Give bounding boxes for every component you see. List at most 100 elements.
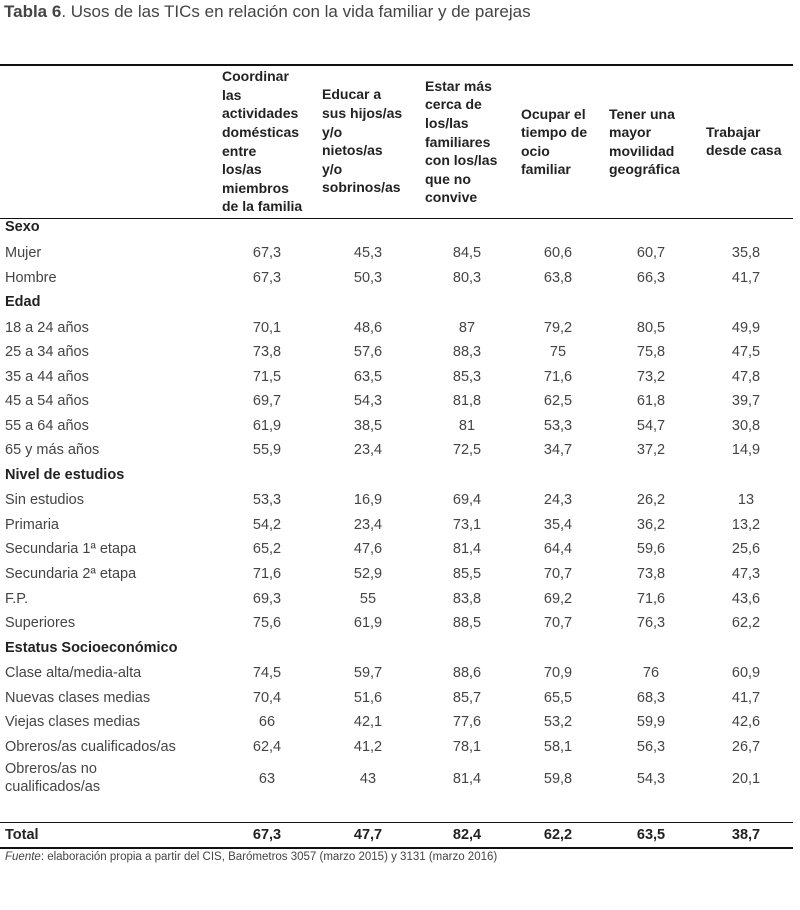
total-value: 82,4 xyxy=(452,827,482,843)
cell-value: 42,1 xyxy=(353,714,383,730)
cell-value: 61,9 xyxy=(252,418,282,434)
cell-value: 70,9 xyxy=(543,665,573,681)
table-caption-label: Tabla 6 xyxy=(4,2,62,21)
cell-value: 67,3 xyxy=(252,245,282,261)
row-label: Obreros/as cualificados/as xyxy=(5,739,176,755)
row-label: F.P. xyxy=(5,591,29,607)
cell-value: 16,9 xyxy=(353,492,383,508)
cell-value: 53,3 xyxy=(252,492,282,508)
total-top-rule xyxy=(0,822,793,823)
cell-value: 70,1 xyxy=(252,320,282,336)
row-label: Nuevas clases medias xyxy=(5,690,151,706)
source-text: : elaboración propia a partir del CIS, B… xyxy=(40,851,498,863)
header-bottom-rule xyxy=(0,218,793,219)
cell-value: 84,5 xyxy=(452,245,482,261)
total-value: 62,2 xyxy=(543,827,573,843)
cell-value: 71,6 xyxy=(636,591,666,607)
cell-value: 26,7 xyxy=(731,739,761,755)
cell-value: 73,2 xyxy=(636,369,666,385)
cell-value: 50,3 xyxy=(353,270,383,286)
table-caption-text: . Usos de las TICs en relación con la vi… xyxy=(61,2,531,21)
cell-value: 85,5 xyxy=(452,566,482,582)
table-row: F.P. 69,3 55 83,8 69,2 71,6 43,6 xyxy=(0,587,793,612)
table-row: Secundaria 1ª etapa 65,2 47,6 81,4 64,4 … xyxy=(0,537,793,562)
cell-value: 73,8 xyxy=(252,344,282,360)
row-label: Secundaria 2ª etapa xyxy=(5,566,137,582)
total-label: Total xyxy=(5,827,39,843)
cell-value: 41,2 xyxy=(353,739,383,755)
cell-value: 55,9 xyxy=(252,442,282,458)
cell-value: 88,5 xyxy=(452,615,482,631)
cell-value: 37,2 xyxy=(636,442,666,458)
cell-value: 35,8 xyxy=(731,245,761,261)
cell-value: 53,2 xyxy=(543,714,573,730)
cell-value: 41,7 xyxy=(731,270,761,286)
row-label: 45 a 54 años xyxy=(5,393,89,409)
cell-value: 75,8 xyxy=(636,344,666,360)
cell-value: 88,3 xyxy=(452,344,482,360)
table-row: Obreros/as no cualificados/as 63 43 81,4… xyxy=(0,760,793,800)
cell-value: 60,9 xyxy=(731,665,761,681)
cell-value: 69,2 xyxy=(543,591,573,607)
table-row: Primaria 54,2 23,4 73,1 35,4 36,2 13,2 xyxy=(0,513,793,538)
table-row: Mujer 67,3 45,3 84,5 60,6 60,7 35,8 xyxy=(0,241,793,266)
row-label: 55 a 64 años xyxy=(5,418,89,434)
table-row: Obreros/as cualificados/as 62,4 41,2 78,… xyxy=(0,735,793,760)
cell-value: 88,6 xyxy=(452,665,482,681)
row-label: Mujer xyxy=(5,245,42,261)
cell-value: 73,1 xyxy=(452,517,482,533)
column-header-ocupar-ocio: Ocupar el tiempo de ocio familiar xyxy=(521,105,588,178)
cell-value: 56,3 xyxy=(636,739,666,755)
cell-value: 85,7 xyxy=(452,690,482,706)
table-row: Viejas clases medias 66 42,1 77,6 53,2 5… xyxy=(0,710,793,735)
cell-value: 14,9 xyxy=(731,442,761,458)
cell-value: 75,6 xyxy=(252,615,282,631)
cell-value: 45,3 xyxy=(353,245,383,261)
table-row: 65 y más años 55,9 23,4 72,5 34,7 37,2 1… xyxy=(0,438,793,463)
cell-value: 24,3 xyxy=(543,492,573,508)
cell-value: 43 xyxy=(359,771,377,787)
cell-value: 80,3 xyxy=(452,270,482,286)
table-row: 55 a 64 años 61,9 38,5 81 53,3 54,7 30,8 xyxy=(0,414,793,439)
cell-value: 80,5 xyxy=(636,320,666,336)
row-label: Obreros/as no cualificados/as xyxy=(5,761,101,795)
cell-value: 65,5 xyxy=(543,690,573,706)
cell-value: 61,9 xyxy=(353,615,383,631)
cell-value: 62,5 xyxy=(543,393,573,409)
table-row: Sin estudios 53,3 16,9 69,4 24,3 26,2 13 xyxy=(0,488,793,513)
cell-value: 73,8 xyxy=(636,566,666,582)
cell-value: 25,6 xyxy=(731,541,761,557)
cell-value: 54,2 xyxy=(252,517,282,533)
row-label: Clase alta/media-alta xyxy=(5,665,142,681)
cell-value: 26,2 xyxy=(636,492,666,508)
row-label: Secundaria 1ª etapa xyxy=(5,541,137,557)
cell-value: 59,6 xyxy=(636,541,666,557)
cell-value: 70,7 xyxy=(543,615,573,631)
cell-value: 65,2 xyxy=(252,541,282,557)
source-note: Fuente: elaboración propia a partir del … xyxy=(5,851,497,863)
cell-value: 20,1 xyxy=(731,771,761,787)
row-label: Sin estudios xyxy=(5,492,84,508)
section-title-edad: Edad xyxy=(5,294,41,310)
cell-value: 81,4 xyxy=(452,541,482,557)
section-title-estatus: Estatus Socioeconómico xyxy=(5,640,178,656)
cell-value: 66,3 xyxy=(636,270,666,286)
cell-value: 67,3 xyxy=(252,270,282,286)
table-row: Hombre 67,3 50,3 80,3 63,8 66,3 41,7 xyxy=(0,266,793,291)
cell-value: 42,6 xyxy=(731,714,761,730)
cell-value: 59,9 xyxy=(636,714,666,730)
cell-value: 47,5 xyxy=(731,344,761,360)
total-value: 38,7 xyxy=(731,827,761,843)
cell-value: 54,7 xyxy=(636,418,666,434)
cell-value: 81 xyxy=(458,418,476,434)
cell-value: 71,6 xyxy=(252,566,282,582)
cell-value: 76 xyxy=(642,665,660,681)
column-header-estar-cerca: Estar más cerca de los/las familiares co… xyxy=(425,77,498,206)
cell-value: 58,1 xyxy=(543,739,573,755)
cell-value: 55 xyxy=(359,591,377,607)
table-row: 18 a 24 años 70,1 48,6 87 79,2 80,5 49,9 xyxy=(0,316,793,341)
table-row: 35 a 44 años 71,5 63,5 85,3 71,6 73,2 47… xyxy=(0,365,793,390)
section-title-sexo: Sexo xyxy=(5,219,40,235)
cell-value: 77,6 xyxy=(452,714,482,730)
table-bottom-rule xyxy=(0,847,793,849)
